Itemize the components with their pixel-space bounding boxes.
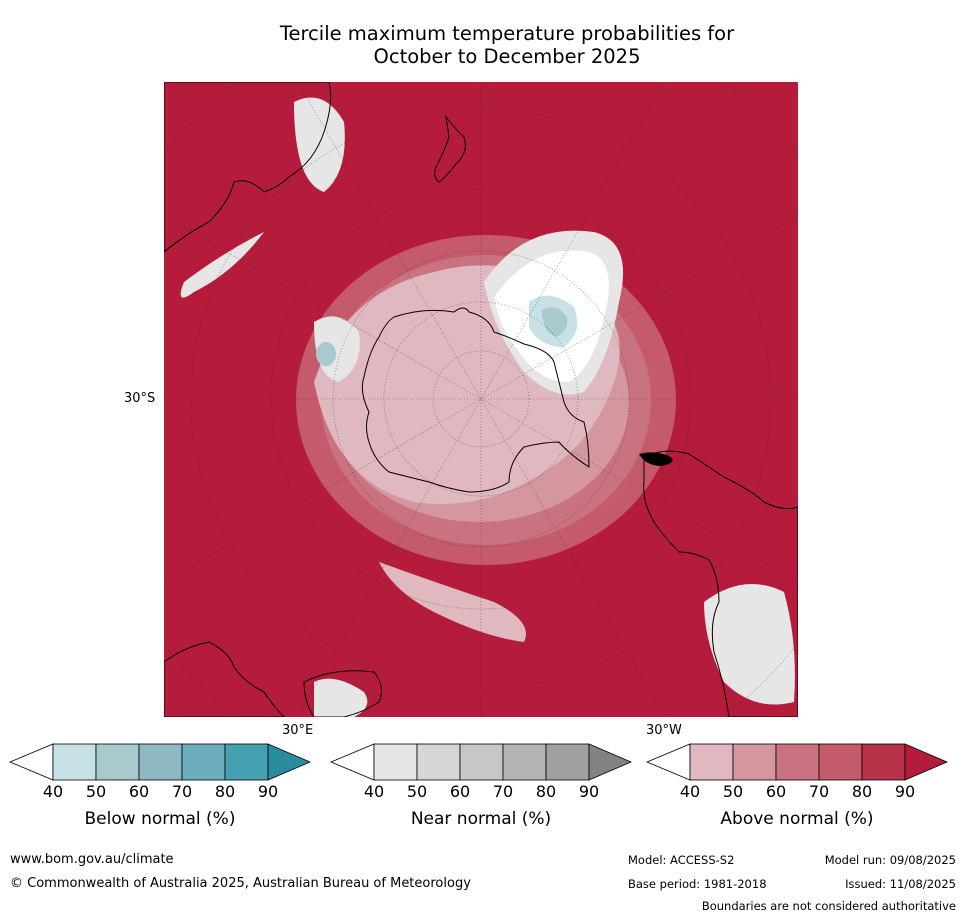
map-canvas	[164, 82, 798, 717]
colorbar-above-normal-label: Above normal (%)	[720, 809, 874, 829]
tick-label: 90	[578, 782, 600, 801]
tick-label: 50	[85, 782, 107, 801]
tick-label: 60	[449, 782, 471, 801]
colorbar-swatch	[818, 743, 863, 781]
base-period-text: Base period: 1981-2018	[628, 877, 767, 891]
colorbar-swatch	[689, 743, 734, 781]
colorbar-swatch	[224, 743, 269, 781]
colorbar-below-normal: 40 50 60 70 80 90 Below normal (%)	[8, 743, 312, 843]
colorbar-under-triangle	[329, 743, 375, 781]
title-line-2: October to December 2025	[373, 45, 641, 68]
model-run-text: Model run: 09/08/2025	[824, 853, 956, 867]
colorbar-swatch	[459, 743, 504, 781]
map-graticule	[164, 82, 798, 717]
colorbar-under-triangle	[645, 743, 691, 781]
tick-label: 50	[722, 782, 744, 801]
model-text: Model: ACCESS-S2	[628, 853, 735, 867]
antarctica-outline	[361, 307, 590, 493]
colorbar-over-triangle	[904, 743, 949, 781]
colorbar-swatch	[373, 743, 418, 781]
tick-label: 90	[257, 782, 279, 801]
tick-label: 60	[765, 782, 787, 801]
tick-label: 40	[42, 782, 64, 801]
map-title: Tercile maximum temperature probabilitie…	[164, 22, 850, 68]
south-america-outline	[643, 450, 798, 717]
australia-outline	[164, 82, 332, 253]
copyright-text: © Commonwealth of Australia 2025, Austra…	[10, 876, 471, 891]
colorbar-swatch	[138, 743, 183, 781]
colorbar-swatch	[416, 743, 461, 781]
colorbar-below-normal-label: Below normal (%)	[84, 809, 236, 829]
tick-label: 50	[406, 782, 428, 801]
website-link[interactable]: www.bom.gov.au/climate	[10, 852, 174, 867]
tick-label: 80	[851, 782, 873, 801]
probability-map	[164, 82, 798, 717]
issued-text: Issued: 11/08/2025	[845, 877, 956, 891]
tick-label: 70	[171, 782, 193, 801]
longitude-label-west: 30°W	[646, 723, 682, 738]
colorbar-swatch	[95, 743, 140, 781]
title-line-1: Tercile maximum temperature probabilitie…	[279, 22, 735, 45]
below-normal-patch	[316, 295, 578, 366]
disclaimer-text: Boundaries are not considered authoritat…	[701, 899, 956, 913]
colorbar-near-normal-label: Near normal (%)	[410, 809, 552, 829]
colorbar-under-triangle	[8, 743, 54, 781]
colorbar-swatch	[52, 743, 97, 781]
tick-label: 80	[214, 782, 236, 801]
colorbar-near-normal-swatches	[329, 743, 633, 781]
colorbar-swatch	[502, 743, 547, 781]
tick-label: 40	[363, 782, 385, 801]
colorbar-above-normal-swatches	[645, 743, 949, 781]
colorbar-swatch	[732, 743, 777, 781]
tick-label: 40	[679, 782, 701, 801]
tick-label: 80	[535, 782, 557, 801]
colorbar-below-normal-swatches	[8, 743, 312, 781]
south-america-tip	[639, 452, 673, 466]
latitude-label: 30°S	[124, 391, 156, 406]
colorbar-swatch	[181, 743, 226, 781]
longitude-label-east: 30°E	[282, 723, 314, 738]
tick-label: 70	[808, 782, 830, 801]
africa-outline	[164, 641, 285, 717]
colorbar-above-normal: 40 50 60 70 80 90 Above normal (%)	[645, 743, 949, 843]
colorbar-swatch	[775, 743, 820, 781]
tick-label: 60	[128, 782, 150, 801]
tick-label: 70	[492, 782, 514, 801]
tick-label: 90	[894, 782, 916, 801]
colorbar-over-triangle	[267, 743, 312, 781]
madagascar-outline	[303, 670, 383, 717]
colorbar-swatch	[545, 743, 590, 781]
colorbar-swatch	[861, 743, 906, 781]
new-zealand-outline	[434, 115, 466, 183]
colorbar-near-normal: 40 50 60 70 80 90 Near normal (%)	[329, 743, 633, 843]
colorbar-over-triangle	[588, 743, 633, 781]
